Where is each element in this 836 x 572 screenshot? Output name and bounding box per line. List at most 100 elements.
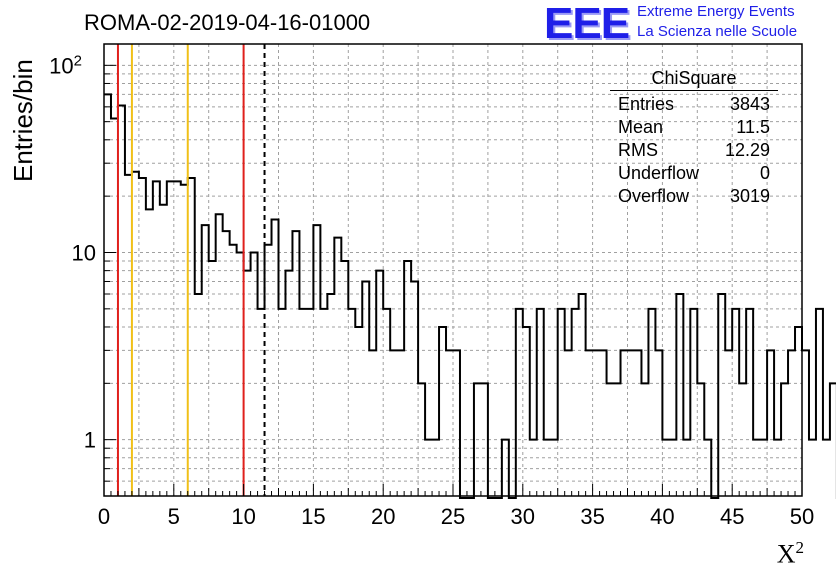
histogram-bin — [683, 440, 690, 496]
histogram-bin — [704, 440, 711, 496]
histogram-bin — [530, 440, 537, 496]
histogram-bin — [781, 383, 788, 496]
histogram-bin — [523, 327, 530, 496]
histogram-bin — [579, 294, 586, 496]
histogram-bin — [502, 440, 509, 496]
histogram-bin — [648, 309, 655, 496]
histogram-bin — [132, 172, 139, 496]
histogram-bin — [809, 440, 816, 496]
histogram-bin — [209, 261, 216, 496]
histogram-bin — [334, 238, 341, 496]
y-tick-label: 10 — [72, 240, 96, 265]
histogram-bin — [376, 271, 383, 496]
histogram-bin — [802, 350, 809, 496]
stats-title: ChiSquare — [610, 68, 778, 91]
histogram-bin — [732, 309, 739, 496]
histogram-bin — [251, 252, 258, 496]
histogram-bin — [216, 214, 223, 496]
histogram-bin — [446, 350, 453, 496]
histogram-bin — [628, 350, 635, 496]
histogram-bin — [418, 383, 425, 496]
x-tick-label: 35 — [580, 504, 604, 529]
histogram-bin — [272, 220, 279, 496]
histogram-bin — [634, 350, 641, 496]
histogram-bin — [327, 294, 334, 496]
histogram-bin — [139, 178, 146, 496]
histogram-bin — [593, 350, 600, 496]
x-tick-label: 20 — [371, 504, 395, 529]
x-axis-label-sup: 2 — [795, 538, 805, 558]
histogram-bin — [390, 350, 397, 496]
x-tick-label: 10 — [231, 504, 255, 529]
y-tick-label: 102 — [49, 52, 82, 78]
stats-label: Overflow — [618, 186, 690, 206]
stats-label: RMS — [618, 140, 658, 160]
histogram-bin — [195, 294, 202, 496]
histogram-bin — [230, 245, 237, 496]
histogram-bin — [104, 94, 111, 496]
histogram-bin — [306, 309, 313, 496]
histogram-bin — [676, 294, 683, 496]
x-tick-label: 25 — [441, 504, 465, 529]
stats-label: Underflow — [618, 163, 700, 183]
histogram-bin — [788, 350, 795, 496]
histogram-bin — [411, 281, 418, 496]
histogram-bin — [586, 350, 593, 496]
histogram-bin — [285, 271, 292, 496]
histogram-bin — [474, 383, 481, 496]
histogram-bin — [146, 209, 153, 496]
histogram-bin — [425, 440, 432, 496]
histogram-bin — [244, 271, 251, 496]
histogram-bin — [655, 350, 662, 496]
histogram-bin — [397, 350, 404, 496]
histogram-bin — [558, 309, 565, 496]
histogram-bin — [292, 231, 299, 496]
histogram-bin — [125, 175, 132, 496]
stats-box: ChiSquare Entries 3843 Mean 11.5 RMS 12.… — [610, 68, 780, 208]
stats-label: Mean — [618, 117, 664, 137]
histogram-bin — [739, 383, 746, 496]
x-tick-label: 5 — [168, 504, 180, 529]
eee-logo: EEE — [544, 0, 630, 48]
stats-label: Entries — [618, 94, 675, 114]
histogram-bin — [453, 350, 460, 496]
x-tick-label: 15 — [301, 504, 325, 529]
histogram-bin — [767, 350, 774, 496]
histogram-bin — [823, 440, 830, 496]
histogram-bin — [341, 261, 348, 496]
histogram-bin — [404, 261, 411, 496]
histogram-bin — [641, 383, 648, 496]
histogram-bin — [223, 231, 230, 496]
y-tick-label: 1 — [84, 428, 96, 453]
histogram-bin — [621, 350, 628, 496]
chart-title: ROMA-02-2019-04-16-01000 — [84, 10, 371, 35]
histogram-bin — [774, 440, 781, 496]
stats-value: 12.29 — [724, 140, 770, 160]
histogram-bin — [167, 181, 174, 496]
histogram-bin — [669, 440, 676, 496]
histogram-outline — [104, 93, 836, 499]
histogram-bin — [181, 185, 188, 496]
histogram-bin — [432, 440, 439, 496]
stats-value: 0 — [759, 163, 770, 183]
histogram-bin — [760, 440, 767, 496]
histogram-bin — [348, 309, 355, 496]
histogram-bin — [572, 309, 579, 496]
histogram-bin — [795, 327, 802, 496]
histogram-bin — [746, 309, 753, 496]
x-tick-label: 40 — [650, 504, 674, 529]
histogram-bin — [614, 383, 621, 496]
histogram-bin — [697, 383, 704, 496]
histogram-bin — [439, 327, 446, 496]
logo-line-2: La Scienza nelle Scuole — [637, 23, 798, 40]
histogram-bin — [481, 383, 488, 496]
histogram-bin — [662, 440, 669, 496]
histogram-bin — [320, 309, 327, 496]
histogram-bin — [565, 350, 572, 496]
x-tick-label: 45 — [720, 504, 744, 529]
histogram-bin — [725, 350, 732, 496]
histogram-bin — [313, 225, 320, 496]
x-axis-label: X2 — [777, 538, 804, 570]
stats-value: 11.5 — [736, 117, 770, 137]
